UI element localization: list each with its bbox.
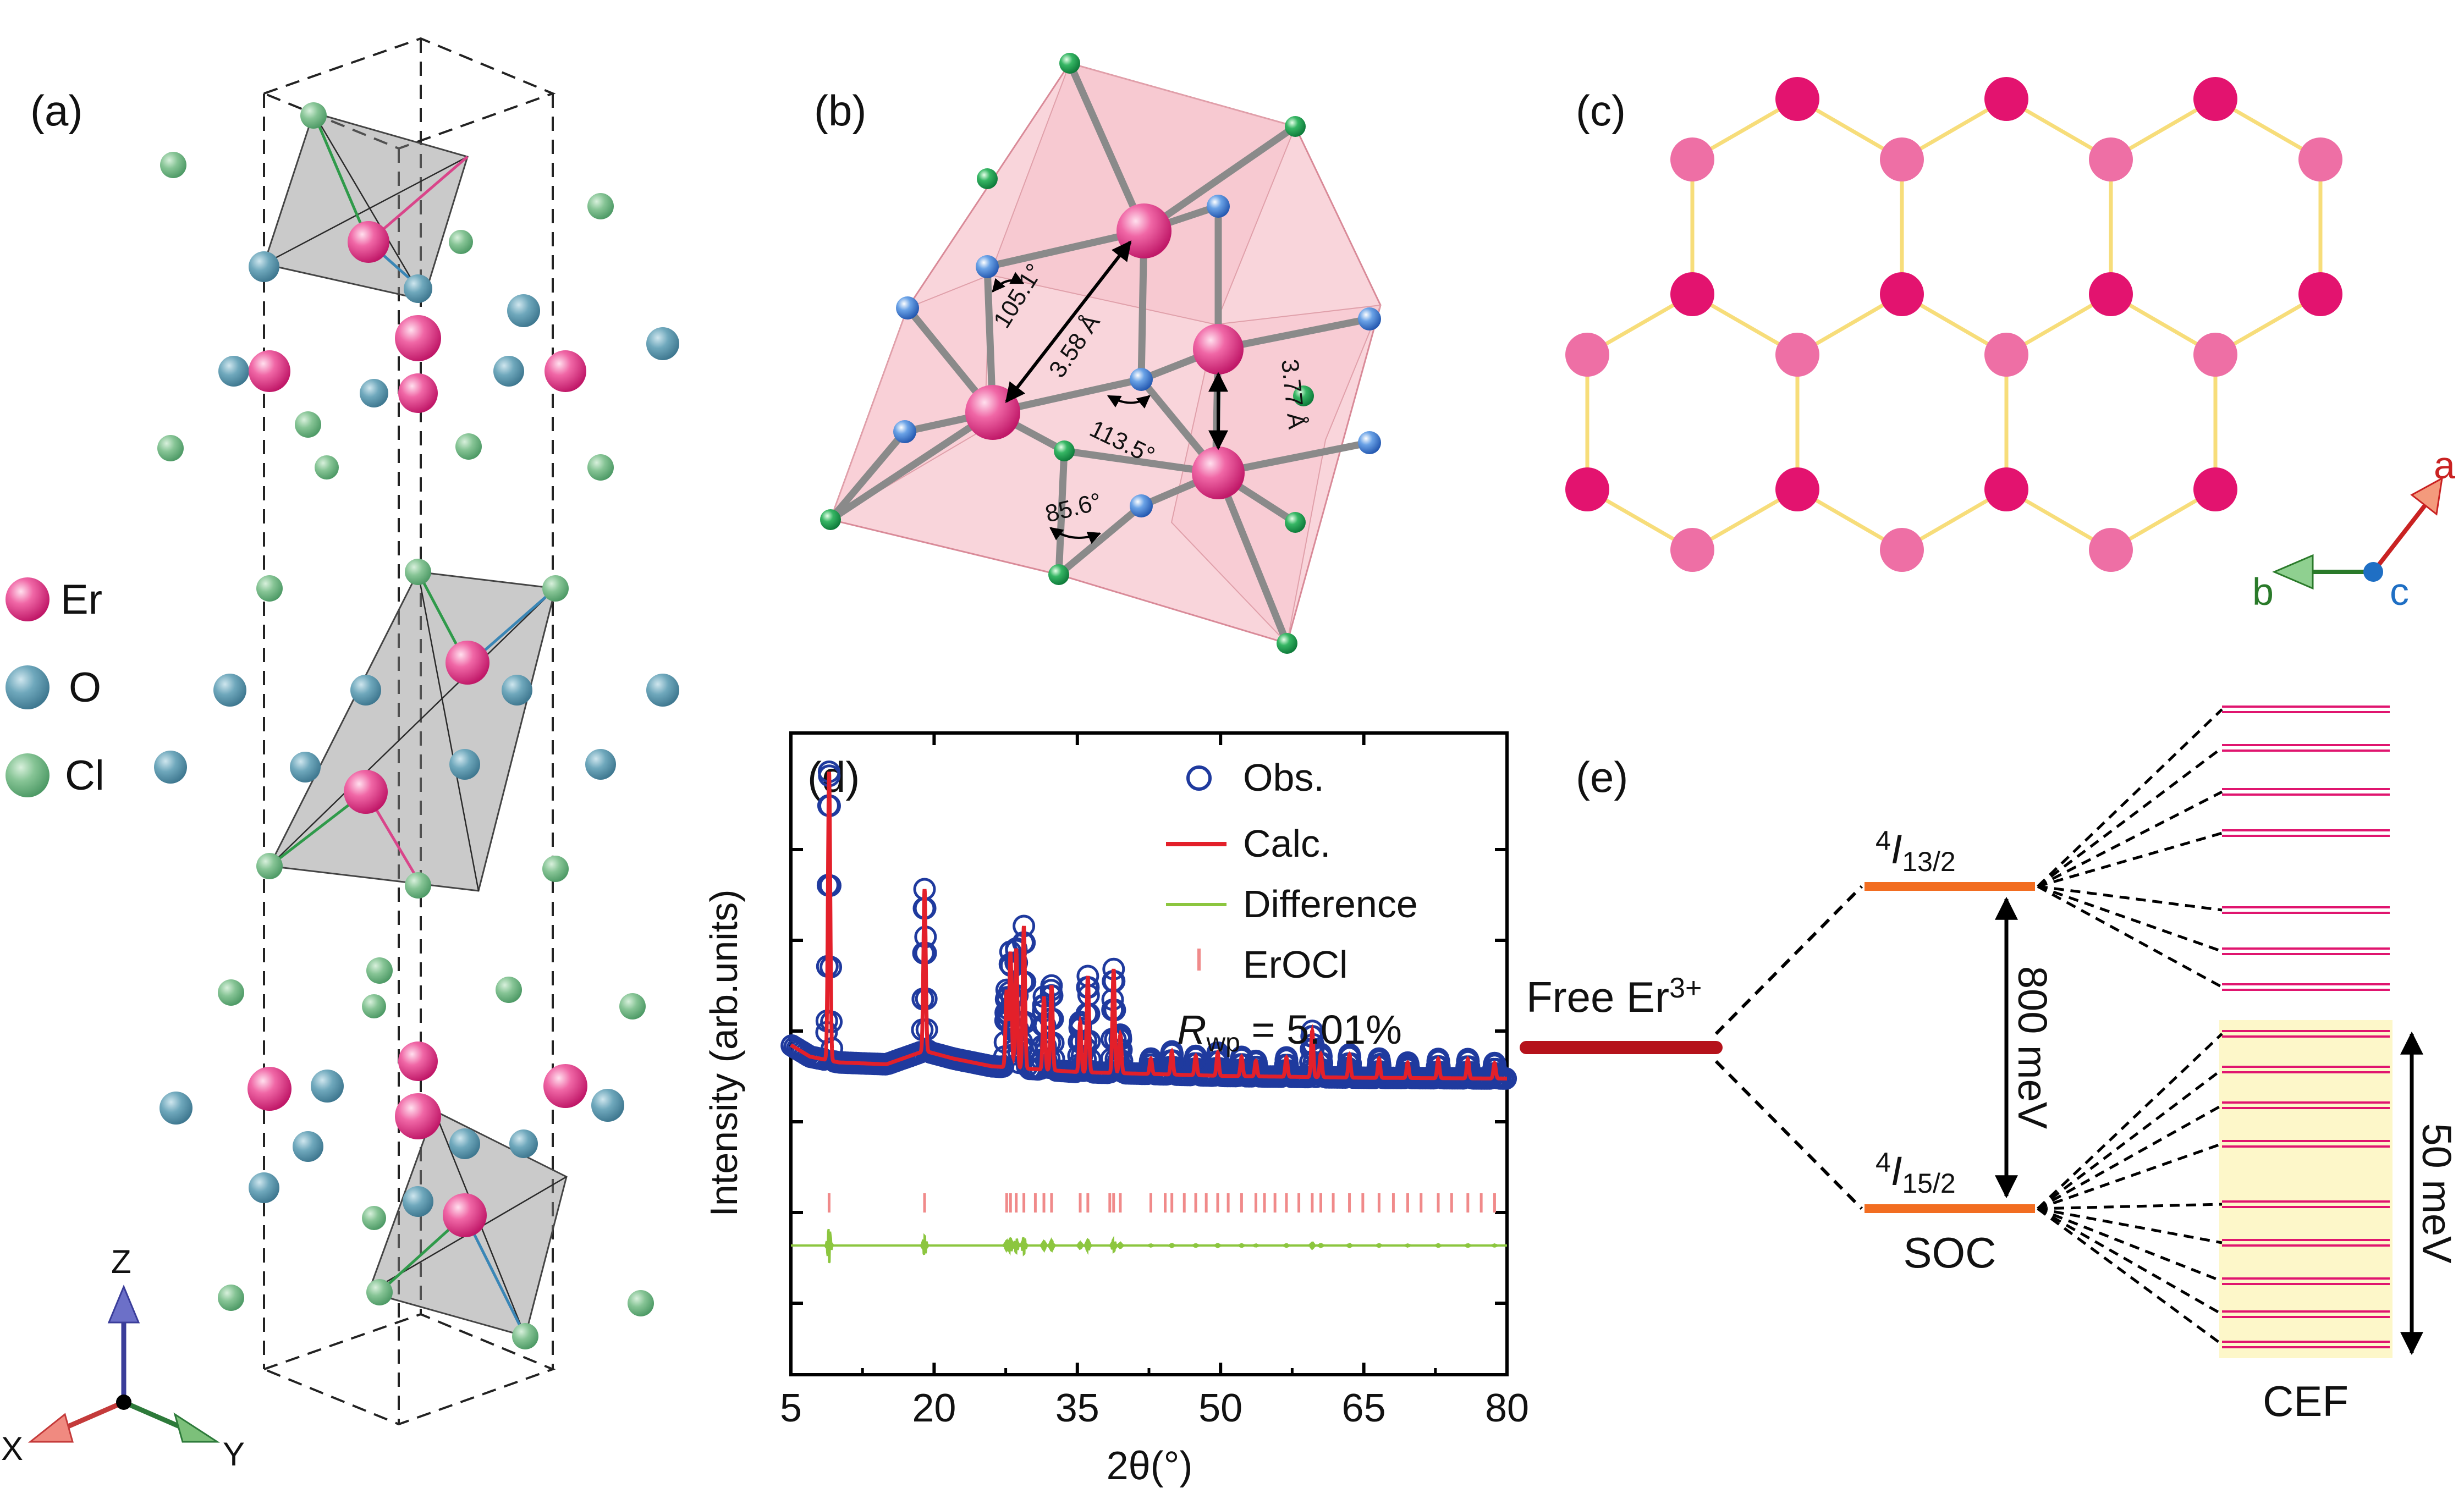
er-atoms bbox=[248, 221, 587, 1237]
legend-o: O bbox=[69, 664, 101, 711]
rwp-text: Rwp = 5.01% bbox=[1177, 1007, 1402, 1057]
label-4i15-2-main: I bbox=[1891, 1148, 1902, 1194]
fan-line bbox=[2037, 1207, 2223, 1346]
x-axis-label-text: 2θ(°) bbox=[1107, 1444, 1193, 1488]
panel-b-label: (b) bbox=[814, 86, 866, 135]
cef-levels bbox=[2222, 706, 2390, 1348]
difference-curve bbox=[791, 1228, 1507, 1264]
atoms-b bbox=[820, 53, 1381, 654]
x-tick-label: 80 bbox=[1485, 1386, 1529, 1430]
panel-a-label: (a) bbox=[30, 86, 82, 135]
panel-a: (a) bbox=[1, 37, 679, 1473]
legend-obs: Obs. bbox=[1243, 756, 1324, 799]
label-4i13-2: 4I13/2 bbox=[1876, 825, 1956, 877]
cl-legend-ball bbox=[6, 753, 50, 797]
fan-line bbox=[2037, 1203, 2223, 1210]
fan-line bbox=[2037, 1142, 2223, 1210]
y-axis-ticks bbox=[791, 848, 1507, 1305]
fan-line bbox=[2037, 885, 2223, 989]
calculated-curve bbox=[790, 771, 1507, 1081]
fan-line bbox=[2037, 1104, 2223, 1210]
fan-line bbox=[2037, 885, 2223, 953]
panel-e: (e) Free Er3+ 4I13/2 4I15/2 800 meV SOC … bbox=[1520, 706, 2460, 1425]
legend-diff: Difference bbox=[1243, 883, 1418, 925]
legend-obs-marker bbox=[1186, 765, 1212, 791]
atoms-a bbox=[154, 102, 679, 1349]
panel-d: (d) 5 20 35 50 65 80 Intensity (arb.units) 2θ… bbox=[702, 731, 1529, 1488]
abc-axes: a b c bbox=[2252, 444, 2455, 613]
label-4i15-2: 4I15/2 bbox=[1876, 1147, 1956, 1199]
free-ion-label: Free Er3+ bbox=[1526, 972, 1702, 1021]
fan-line bbox=[2037, 1068, 2223, 1210]
axis-a-label: a bbox=[2434, 444, 2455, 487]
axis-z-label: Z bbox=[111, 1243, 131, 1280]
x-tick-label: 20 bbox=[912, 1386, 956, 1430]
axis-x-label: X bbox=[1, 1430, 23, 1467]
fan-line bbox=[2037, 1207, 2223, 1316]
fan-line bbox=[2037, 885, 2223, 912]
annotations-b bbox=[992, 240, 1228, 544]
x-tick-label: 35 bbox=[1055, 1386, 1099, 1430]
panel-e-label: (e) bbox=[1576, 753, 1628, 801]
cef-label: CEF bbox=[2263, 1377, 2348, 1425]
fan-line bbox=[2037, 708, 2223, 888]
label-4i13-2-sub: 13/2 bbox=[1902, 846, 1955, 877]
x-tick-label: 50 bbox=[1198, 1386, 1242, 1430]
cef-highlight bbox=[2219, 1020, 2392, 1358]
cef-gap-label: 50 meV bbox=[2414, 1123, 2460, 1264]
legend-er: Er bbox=[61, 576, 102, 623]
fan-line bbox=[2037, 747, 2223, 888]
panel-c-label: (c) bbox=[1576, 86, 1626, 135]
cl-atoms bbox=[157, 102, 654, 1349]
x-axis-ticks: 5 20 35 50 65 80 bbox=[780, 733, 1529, 1430]
label-4i13-2-pre: 4 bbox=[1876, 825, 1891, 856]
free-ion-sup: 3+ bbox=[1669, 972, 1702, 1004]
connector-lines bbox=[1714, 885, 1863, 1210]
cef-fan-lines bbox=[2037, 708, 2223, 1346]
free-ion-text: Free Er bbox=[1526, 973, 1669, 1021]
label-4i13-2-main: I bbox=[1891, 826, 1902, 872]
panel-b: (b) bbox=[814, 53, 1382, 654]
rwp-sub: wp bbox=[1206, 1028, 1240, 1057]
fan-line bbox=[2037, 1207, 2223, 1283]
legend-calc: Calc. bbox=[1243, 822, 1330, 865]
o-legend-ball bbox=[6, 665, 50, 709]
soc-gap-label: 800 meV bbox=[2010, 966, 2055, 1129]
x-tick-label: 65 bbox=[1342, 1386, 1386, 1430]
fan-line bbox=[2037, 1033, 2223, 1210]
honeycomb-sites bbox=[1565, 77, 2342, 572]
er-legend-ball bbox=[6, 577, 50, 621]
rwp-label: R bbox=[1177, 1007, 1206, 1052]
fan-line bbox=[2037, 790, 2223, 888]
legend-phase: ErOCl bbox=[1243, 943, 1348, 986]
xyz-axes: Z X Y bbox=[1, 1243, 245, 1473]
rwp-value: = 5.01% bbox=[1240, 1007, 1402, 1052]
label-4i15-2-pre: 4 bbox=[1876, 1147, 1891, 1178]
label-4i15-2-sub: 15/2 bbox=[1902, 1168, 1955, 1199]
panel-d-label: (d) bbox=[807, 753, 860, 801]
chart-legend: Obs. Calc. Difference ErOCl Rwp = 5.01% bbox=[1166, 756, 1418, 1057]
legend-cl: Cl bbox=[65, 752, 105, 799]
y-axis-label: Intensity (arb.units) bbox=[702, 889, 745, 1216]
atom-legend: Er O Cl bbox=[6, 576, 105, 799]
x-tick-label: 5 bbox=[780, 1386, 802, 1430]
axis-c-label: c bbox=[2390, 570, 2409, 613]
soc-label: SOC bbox=[1903, 1228, 1996, 1277]
panel-c: (c) bbox=[1565, 77, 2455, 613]
axis-y-label: Y bbox=[223, 1436, 245, 1473]
o-atoms bbox=[154, 251, 679, 1217]
x-axis-label: 2θ(°) bbox=[1107, 1444, 1193, 1488]
fan-line bbox=[2037, 1207, 2223, 1244]
phase-tick-marks bbox=[827, 1193, 1496, 1213]
axis-b-label: b bbox=[2252, 570, 2274, 613]
